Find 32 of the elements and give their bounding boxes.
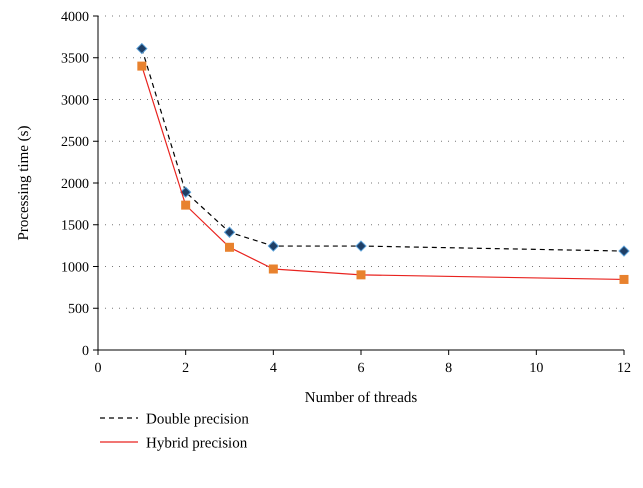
y-tick-label: 3000 <box>61 93 89 108</box>
x-axis-title: Number of threads <box>304 390 418 406</box>
y-tick-label: 1000 <box>61 260 89 276</box>
y-tick-label: 4000 <box>61 10 89 25</box>
legend-label: Double precision <box>146 411 250 428</box>
point <box>225 242 234 252</box>
point <box>356 240 366 252</box>
x-tick-label: 10 <box>529 361 544 376</box>
point <box>618 246 630 257</box>
y-tick-label: 500 <box>68 302 89 318</box>
point <box>180 186 192 198</box>
y-tick-label: 1500 <box>61 218 89 234</box>
y-axis-title: Processing time (s) <box>16 126 32 240</box>
y-tick-label: 0 <box>82 344 89 359</box>
x-tick-label: 4 <box>270 361 277 376</box>
x-tick-label: 0 <box>94 361 102 376</box>
point <box>137 62 146 71</box>
point <box>268 264 278 274</box>
x-tick-label: 2 <box>182 361 190 376</box>
point <box>620 274 628 284</box>
x-tick-label: 12 <box>617 361 631 376</box>
point <box>224 226 235 238</box>
legend-label: Hybrid precision <box>146 435 248 452</box>
y-tick-label: 2000 <box>61 176 89 192</box>
point <box>356 270 366 280</box>
point <box>268 240 279 252</box>
y-tick-label: 3500 <box>61 52 89 67</box>
x-tick-label: 8 <box>445 361 452 376</box>
y-tick-label: 2500 <box>61 135 89 150</box>
point <box>181 200 190 210</box>
x-tick-label: 6 <box>358 361 364 376</box>
point <box>136 43 148 54</box>
